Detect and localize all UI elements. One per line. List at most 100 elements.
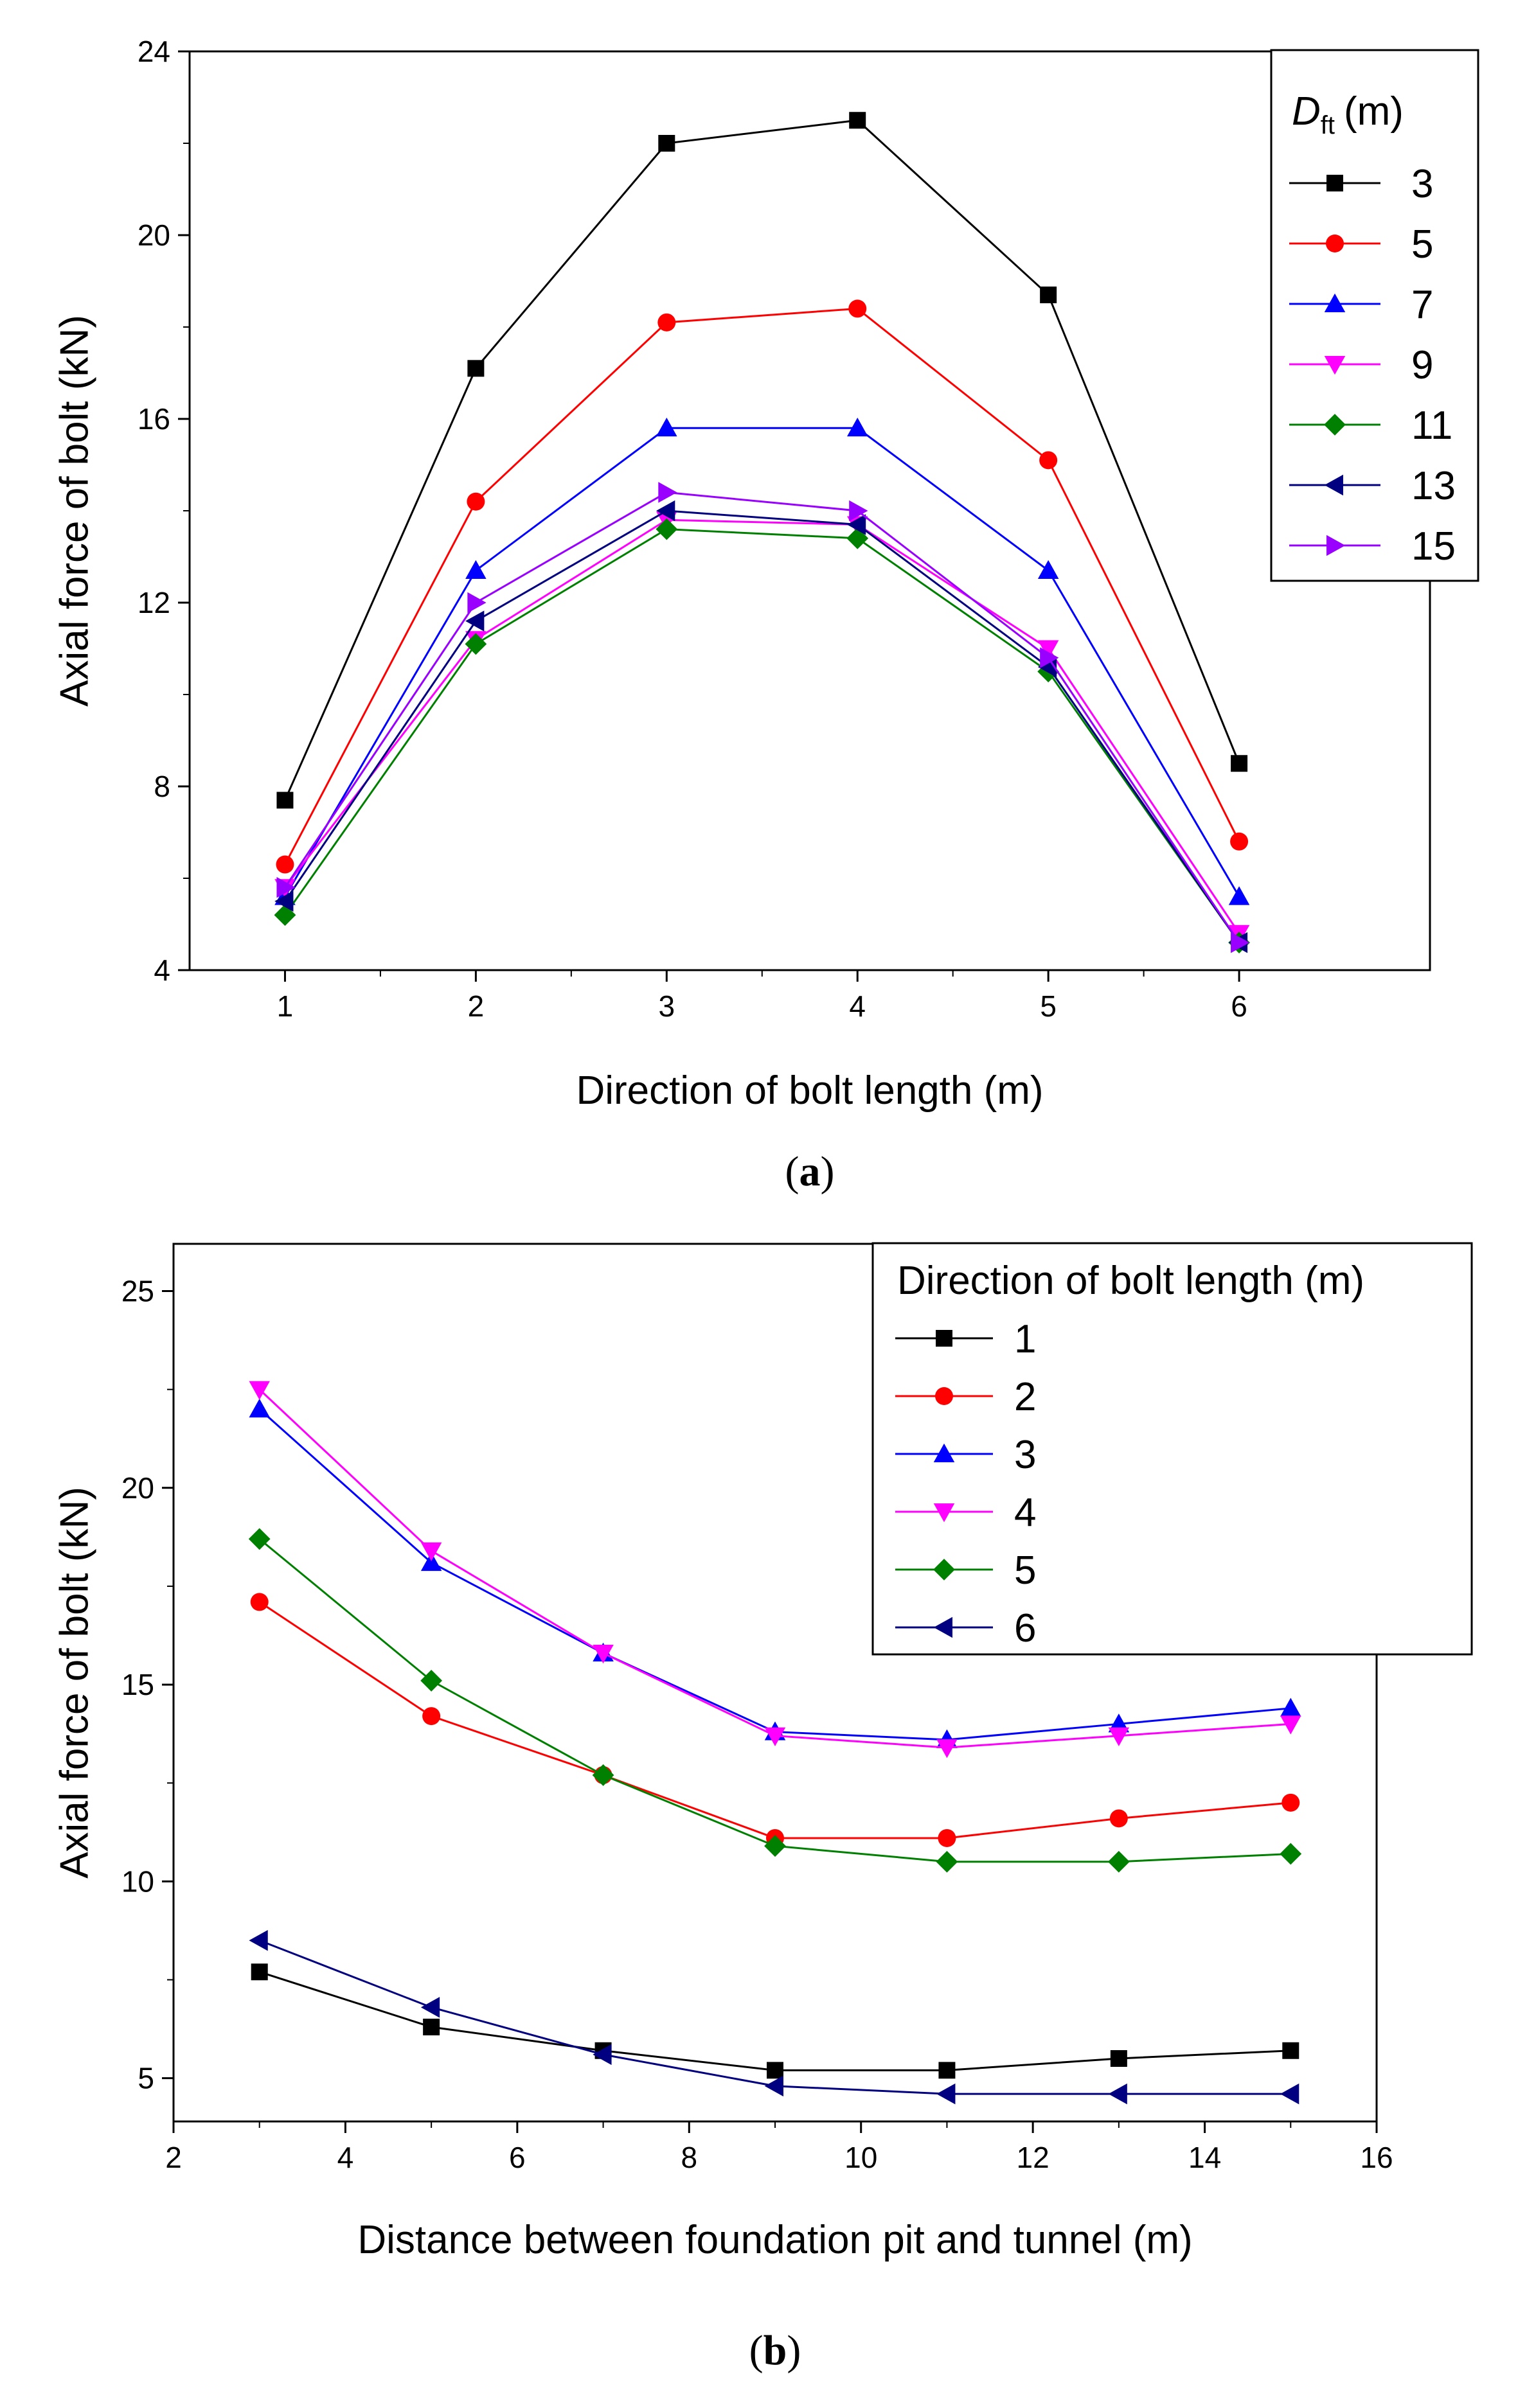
data-point-3 <box>249 1399 270 1418</box>
legend-label: 3 <box>1014 1433 1036 1477</box>
chart-a-series-group <box>274 112 1250 953</box>
legend-marker <box>1324 356 1346 375</box>
data-point-4 <box>420 1542 442 1562</box>
data-point-6 <box>249 1929 268 1951</box>
data-point-13 <box>656 500 675 522</box>
chart-b-x-axis-title: Distance between foundation pit and tunn… <box>357 2218 1192 2262</box>
legend-label: 4 <box>1014 1491 1036 1535</box>
series-line-9 <box>284 518 1240 934</box>
data-point-3 <box>276 792 294 809</box>
data-point-7 <box>1037 560 1059 579</box>
data-point-6 <box>764 2075 783 2097</box>
legend-marker <box>1324 474 1343 496</box>
series-15 <box>276 482 1250 953</box>
series-4 <box>249 1381 1301 1758</box>
legend-label: 5 <box>1411 222 1433 267</box>
chart-b-caption-open: ( <box>749 2327 763 2374</box>
x-tick-label: 2 <box>165 2141 182 2174</box>
series-line-3 <box>284 119 1240 801</box>
chart-a-legend-items: 3 5 7 9 11 13 15 <box>1289 162 1456 569</box>
data-point-1 <box>251 1963 268 1981</box>
data-point-3 <box>420 1552 442 1571</box>
x-tick-label: 2 <box>468 989 485 1023</box>
data-point-6 <box>1108 2083 1127 2105</box>
data-point-5 <box>1039 451 1058 470</box>
series-5 <box>276 299 1249 874</box>
legend-label: 3 <box>1411 162 1433 206</box>
legend-item-15: 15 <box>1289 524 1456 569</box>
data-point-3 <box>1231 755 1248 772</box>
legend-label: 11 <box>1411 403 1452 448</box>
legend-marker <box>1326 235 1344 252</box>
series-line-13 <box>284 509 1240 943</box>
data-point-5 <box>276 855 294 874</box>
chart-b-caption: (b) <box>749 2327 801 2374</box>
y-tick-label: 24 <box>138 35 170 68</box>
data-point-5 <box>1230 832 1249 851</box>
data-point-7 <box>846 418 868 437</box>
legend-item-5: 5 <box>1289 222 1433 267</box>
data-point-5 <box>1280 1843 1302 1865</box>
legend-label: 9 <box>1411 343 1433 387</box>
data-point-3 <box>467 360 485 377</box>
data-point-3 <box>1280 1697 1301 1717</box>
data-point-3 <box>658 135 675 152</box>
chart-a-legend-title-unit: (m) <box>1344 89 1404 134</box>
legend-marker <box>933 1559 955 1580</box>
chart-b-legend-title: Direction of bolt length (m) <box>897 1259 1364 1303</box>
chart-a-x-axis-title: Direction of bolt length (m) <box>576 1068 1043 1113</box>
data-point-5 <box>467 492 485 511</box>
legend-item-5: 5 <box>895 1548 1036 1593</box>
series-3 <box>276 112 1248 809</box>
chart-a-legend-title: Dft (m) <box>1292 89 1404 139</box>
data-point-7 <box>656 418 677 437</box>
data-point-1 <box>1282 2042 1299 2059</box>
chart-a-legend: Dft (m) 3 5 7 9 11 13 15 <box>1270 49 1479 582</box>
series-line-7 <box>284 427 1240 898</box>
data-point-15 <box>1040 647 1059 669</box>
data-point-11 <box>846 527 869 549</box>
data-point-1 <box>423 2018 440 2035</box>
y-tick-label: 4 <box>154 953 170 987</box>
data-point-5 <box>657 313 676 332</box>
legend-label: 1 <box>1014 1317 1036 1361</box>
data-point-5 <box>936 1850 958 1873</box>
x-tick-label: 14 <box>1188 2141 1221 2174</box>
data-point-7 <box>1228 886 1250 905</box>
x-tick-label: 16 <box>1360 2141 1393 2174</box>
y-tick-label: 25 <box>121 1275 154 1308</box>
y-tick-label: 8 <box>154 770 170 803</box>
chart-a-y-axis-title: Axial force of bolt (kN) <box>52 315 96 707</box>
data-point-5 <box>848 299 867 318</box>
data-point-3 <box>849 112 866 129</box>
data-point-3 <box>1040 286 1057 303</box>
legend-label: 5 <box>1014 1548 1036 1593</box>
data-point-4 <box>1108 1727 1130 1746</box>
y-tick-label: 15 <box>121 1668 154 1701</box>
chart-b-y-axis-title: Axial force of bolt (kN) <box>52 1487 96 1879</box>
data-point-1 <box>767 2062 783 2079</box>
x-tick-label: 10 <box>844 2141 877 2174</box>
chart-b-legend-box <box>871 1242 1473 1656</box>
data-point-4 <box>1280 1715 1301 1735</box>
x-tick-label: 6 <box>1231 989 1247 1023</box>
legend-label: 13 <box>1411 464 1456 508</box>
chart-b-series-group <box>248 1381 1302 2105</box>
x-tick-label: 5 <box>1040 989 1057 1023</box>
legend-marker <box>1326 535 1346 556</box>
chart-a-caption: (a) <box>785 1148 835 1195</box>
chart-b-legend: Direction of bolt length (m) 1 2 3 4 5 6 <box>871 1242 1473 1656</box>
x-tick-label: 12 <box>1017 2141 1049 2174</box>
y-tick-label: 12 <box>138 586 170 619</box>
data-point-5 <box>592 1764 614 1786</box>
data-point-4 <box>593 1645 614 1664</box>
data-point-7 <box>465 560 487 579</box>
series-13 <box>274 500 1248 953</box>
data-point-5 <box>1107 1850 1130 1873</box>
chart-b-caption-letter: b <box>763 2327 787 2374</box>
data-point-2 <box>1109 1809 1128 1828</box>
chart-a-legend-title-main: D <box>1292 89 1321 134</box>
